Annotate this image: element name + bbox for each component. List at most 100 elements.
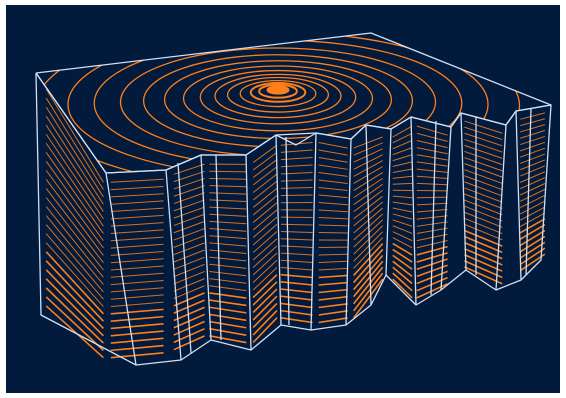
- side-contour-line: [252, 180, 278, 201]
- side-contour-line: [464, 187, 503, 203]
- side-contour-line: [318, 209, 348, 213]
- side-contour-line: [392, 225, 413, 234]
- side-contour-line: [392, 182, 413, 185]
- side-contour-line: [416, 175, 448, 180]
- side-contour-line: [392, 248, 413, 263]
- side-contour-line: [173, 285, 205, 300]
- side-contour-line: [318, 202, 348, 206]
- side-contour-line: [45, 142, 104, 227]
- contour-ring: [258, 83, 298, 99]
- contour-ring: [249, 82, 307, 103]
- front-notch-7: [365, 124, 392, 306]
- side-contour-line: [318, 302, 348, 309]
- side-contour-line: [45, 106, 104, 198]
- side-contour-line: [353, 248, 384, 284]
- side-contour-line: [464, 126, 503, 141]
- side-contour-line: [110, 178, 164, 183]
- side-contour-line: [464, 120, 503, 134]
- front-notch-1: [165, 154, 212, 361]
- side-contour-line: [173, 335, 205, 351]
- contour-ring: [182, 65, 374, 132]
- side-contour-line: [209, 320, 247, 329]
- side-contour-line: [520, 188, 546, 202]
- right-face-outline: [515, 104, 552, 281]
- side-contour-line: [173, 292, 205, 307]
- side-contour-line: [416, 283, 448, 299]
- side-contour-line: [520, 147, 546, 158]
- side-contour-line: [45, 152, 104, 234]
- side-contour-line: [318, 281, 348, 286]
- side-contour-line: [209, 213, 247, 217]
- side-contour-line: [520, 118, 546, 127]
- side-contour-line: [520, 177, 546, 190]
- edge-v1: [177, 162, 192, 354]
- side-contour-line: [110, 229, 164, 234]
- side-contour-line: [353, 148, 383, 163]
- side-contour-line: [520, 135, 546, 146]
- front-notch-8: [385, 116, 417, 306]
- side-contour-line: [416, 209, 448, 213]
- side-contour-line: [209, 327, 247, 336]
- side-contour-line: [353, 225, 384, 255]
- side-contour-line: [464, 169, 503, 184]
- side-contour-line: [318, 172, 348, 177]
- side-contour-line: [45, 124, 104, 212]
- side-contour-line: [520, 153, 546, 164]
- side-contour-line: [392, 132, 413, 144]
- front-notch-2: [201, 154, 252, 351]
- side-contour-line: [45, 206, 104, 278]
- side-contour-line: [416, 154, 448, 161]
- side-contour-line: [280, 302, 313, 309]
- side-contour-line: [520, 124, 546, 133]
- wireframe-block-render: [6, 5, 560, 393]
- side-contour-line: [318, 288, 348, 294]
- side-contour-line: [392, 201, 413, 206]
- side-contour-line: [464, 241, 503, 260]
- side-contour-line: [209, 306, 247, 314]
- side-contour-line: [392, 213, 413, 220]
- side-contour-line: [352, 278, 384, 319]
- side-contour-line: [520, 141, 546, 152]
- side-contour-line: [416, 168, 448, 173]
- side-contour-line: [464, 132, 503, 147]
- side-contour-line: [45, 260, 104, 322]
- side-contour-line: [209, 249, 247, 254]
- side-contour-line: [392, 266, 413, 285]
- side-contour-line: [280, 245, 313, 248]
- side-contour-line: [519, 247, 546, 266]
- side-contour-line: [209, 278, 247, 284]
- side-contour-line: [110, 243, 164, 249]
- side-contour-line: [110, 214, 164, 220]
- side-contour-line: [173, 299, 205, 314]
- side-contour-line: [45, 251, 104, 315]
- side-contour-line: [464, 223, 503, 241]
- side-contour-line: [252, 187, 278, 208]
- side-contour-line: [45, 215, 104, 285]
- side-contour-line: [353, 213, 384, 241]
- side-contour-line: [464, 205, 503, 222]
- side-contour-line: [318, 295, 348, 301]
- side-contour-line: [353, 166, 383, 184]
- side-contour-line: [464, 247, 503, 266]
- side-contour-line: [110, 272, 164, 278]
- side-contour-line: [392, 154, 413, 162]
- side-contour-line: [520, 165, 546, 177]
- side-contour-line: [173, 242, 205, 256]
- side-contour-line: [110, 193, 164, 198]
- side-contour-line: [252, 223, 278, 246]
- side-contour-line: [45, 170, 104, 249]
- side-contour-line: [416, 139, 448, 149]
- side-contour-line: [173, 270, 205, 285]
- side-contour-line: [392, 260, 413, 278]
- side-contour-line: [318, 317, 348, 324]
- side-contour-line: [110, 315, 164, 322]
- side-contour-line: [464, 211, 503, 228]
- side-contour-line: [252, 231, 278, 253]
- side-contour-line: [464, 138, 503, 153]
- side-contour-line: [392, 168, 413, 173]
- side-contour-line: [318, 179, 348, 184]
- side-contour-line: [110, 207, 164, 213]
- front-face-outline: [105, 169, 182, 366]
- side-contour-line: [209, 185, 247, 188]
- background: [6, 5, 560, 393]
